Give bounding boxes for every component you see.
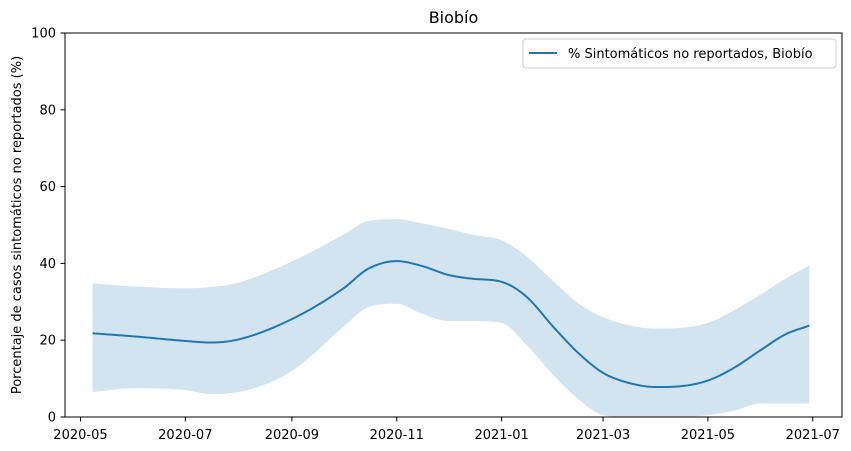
legend-label: % Sintomáticos no reportados, Biobío (568, 47, 813, 62)
y-tick-label: 20 (39, 334, 56, 349)
x-tick-label: 2020-07 (158, 428, 212, 443)
y-axis: 0 20 40 60 80 100 (31, 27, 65, 426)
y-tick-label: 40 (39, 257, 56, 272)
x-tick-label: 2021-07 (786, 428, 840, 443)
x-tick-label: 2020-11 (370, 428, 424, 443)
x-tick-label: 2021-05 (681, 428, 735, 443)
legend: % Sintomáticos no reportados, Biobío (522, 38, 837, 69)
legend-box (522, 38, 837, 69)
y-axis-label: Porcentaje de casos sintomáticos no repo… (10, 56, 25, 394)
x-tick-label: 2020-09 (265, 428, 319, 443)
x-tick-label: 2021-01 (474, 428, 528, 443)
y-tick-label: 60 (39, 180, 56, 195)
plot-area (65, 33, 842, 417)
x-tick-label: 2021-03 (576, 428, 630, 443)
y-tick-label: 80 (39, 103, 56, 118)
series-line (92, 260, 810, 389)
x-tick-label: 2020-05 (53, 428, 107, 443)
y-tick-label: 0 (48, 411, 56, 426)
plot-frame (64, 32, 843, 418)
confidence-band (92, 219, 810, 417)
chart-title: Biobío (429, 8, 479, 27)
x-axis: 2020-05 2020-07 2020-09 2020-11 2021-01 2021-… (53, 417, 840, 443)
y-tick-label: 100 (31, 27, 56, 42)
